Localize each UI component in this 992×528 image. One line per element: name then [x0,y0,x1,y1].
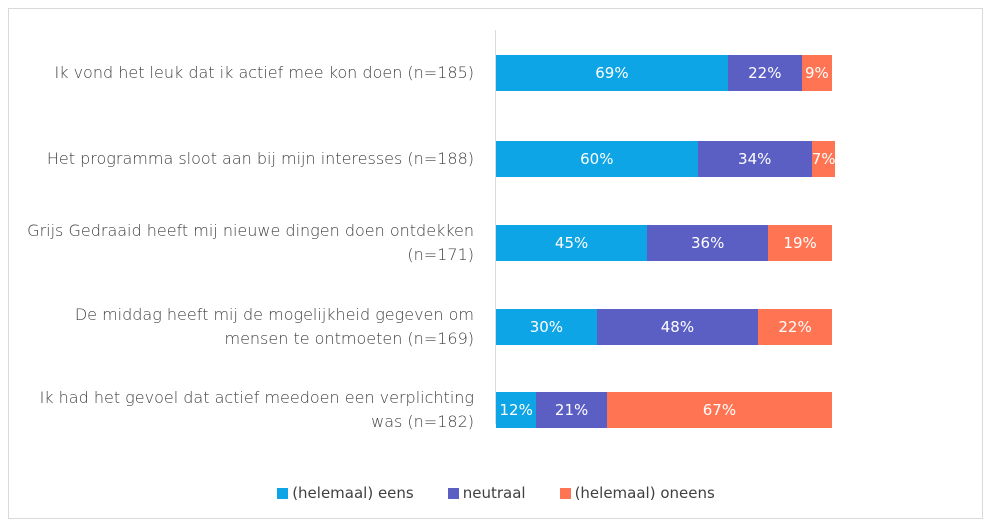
data-label: 34% [738,150,772,168]
legend-item: (helemaal) eens [277,484,414,502]
data-label: 48% [660,318,695,336]
bar-segment [496,309,597,345]
data-label: 12% [499,401,533,419]
category-label: De middag heeft mij de mogelijkheid gege… [74,305,474,348]
bar-segment [727,55,802,91]
bar-segment [758,309,832,345]
bar-segment [697,141,812,177]
category-label: Grijs Gedraaid heeft mij nieuwe dingen d… [27,221,474,264]
data-label: 9% [804,64,829,82]
chart-frame [8,8,983,519]
category-label: Het programma sloot aan bij mijn interes… [46,149,474,168]
bar-segment [606,392,832,428]
bar-segment [496,141,698,177]
data-label: 36% [691,234,725,252]
bar-segment [801,55,832,91]
category-label: Ik vond het leuk dat ik actief mee kon d… [54,63,475,82]
data-label: 7% [811,150,836,168]
bar-segment [496,392,537,428]
bar-segment [647,225,769,261]
legend-swatch [277,487,289,499]
legend-item: (helemaal) oneens [559,484,715,502]
legend-label: neutraal [462,484,526,502]
data-label: 21% [554,401,589,419]
data-label: 22% [748,64,782,82]
bar-segment [596,309,759,345]
legend-item: neutraal [447,484,526,502]
bar-segment [496,225,648,261]
bar-segment [811,141,836,177]
data-label: 45% [554,234,589,252]
data-label: 30% [529,318,564,336]
data-label: 60% [580,150,614,168]
data-label: 67% [702,401,737,419]
legend-swatch [559,487,571,499]
data-label: 69% [595,64,629,82]
legend-swatch [447,487,459,499]
legend-label: (helemaal) eens [292,484,414,502]
data-label: 19% [783,234,817,252]
bar-segment [496,55,728,91]
bar-segment [536,392,607,428]
legend-label: (helemaal) oneens [574,484,715,502]
bar-segment [768,225,832,261]
legend: (helemaal) eens neutraal (helemaal) oneens [0,484,992,502]
category-axis [495,30,496,424]
category-label: Ik had het gevoel dat actief meedoen een… [39,388,474,431]
data-label: 22% [778,318,812,336]
